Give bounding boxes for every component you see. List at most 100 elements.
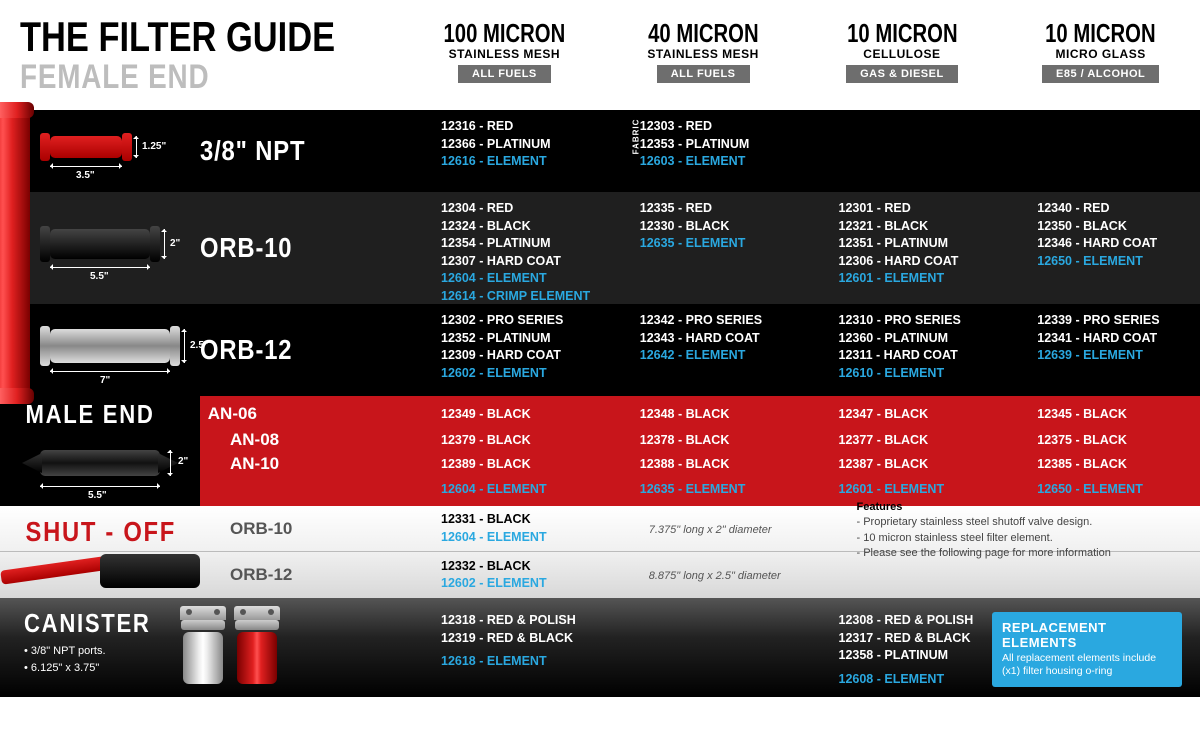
element-number: 12608 - ELEMENT [839,671,1002,689]
part-number: 12350 - BLACK [1037,218,1200,236]
filter-icon: 5.5" 2" [50,229,200,259]
part-number: 12345 - BLACK [1001,407,1200,421]
element-number: 12642 - ELEMENT [640,347,803,365]
filter-icon: 3.5" 1.25" [50,136,200,158]
page-title: THE FILTER GUIDE [20,18,336,56]
shutoff-row-label: ORB-10 [0,519,405,539]
data-cell: 12302 - PRO SERIES12352 - PLATINUM12309 … [405,304,604,396]
part-number: 12342 - PRO SERIES [640,312,803,330]
canister-images [180,606,280,684]
part-number: 12308 - RED & POLISH [839,612,1002,630]
feature-line: - Please see the following page for more… [857,546,1200,561]
micron-label: 10 MICRON [824,22,979,45]
fuel-badge: GAS & DIESEL [846,65,958,83]
part-number: 12343 - HARD COAT [640,330,803,348]
female-row: 5.5" 2" ORB-10 12304 - RED12324 - BLACK1… [0,192,1200,304]
fuel-badge: ALL FUELS [458,65,551,83]
size-label: ORB-10 [200,232,374,264]
replacement-elements-box: REPLACEMENT ELEMENTS All replacement ele… [992,612,1182,687]
data-cell [803,110,1002,192]
element-number: 12635 - ELEMENT [604,482,803,496]
element-number: 12614 - CRIMP ELEMENT [441,288,604,306]
part-number: 12349 - BLACK [405,407,604,421]
part-number: 12339 - PRO SERIES [1037,312,1200,330]
replacement-body: All replacement elements include (x1) fi… [1002,652,1172,679]
part-number: 12335 - RED [640,200,803,218]
mesh-label: MICRO GLASS [1001,47,1200,61]
female-row: 7" 2.5" ORB-12 12302 - PRO SERIES12352 -… [0,304,1200,396]
part-number: 12352 - PLATINUM [441,330,604,348]
column-headers: 100 MICRON STAINLESS MESH ALL FUELS40 MI… [405,0,1200,110]
micron-label: 10 MICRON [1023,22,1178,45]
hero-filter-image [0,110,30,396]
canister-section: CANISTER • 3/8" NPT ports. • 6.125" x 3.… [0,598,1200,697]
fuel-badge: E85 / ALCOHOL [1042,65,1159,83]
part-number: 12316 - RED [441,118,604,136]
part-number: 12331 - BLACK [441,511,613,529]
header: THE FILTER GUIDE FEMALE END 100 MICRON S… [0,0,1200,110]
part-number: 12360 - PLATINUM [839,330,1002,348]
part-number: 12301 - RED [839,200,1002,218]
shutoff-valve-image [0,546,200,596]
female-row: 3.5" 1.25" 3/8" NPT 12316 - RED12366 - P… [0,110,1200,192]
male-end-section: MALE END AN-06 12349 - BLACK12348 - BLAC… [0,396,1200,506]
element-number: 12604 - ELEMENT [405,482,604,496]
part-number: 12351 - PLATINUM [839,235,1002,253]
data-cell: 12308 - RED & POLISH12317 - RED & BLACK 1… [803,598,1002,697]
data-cell: 12339 - PRO SERIES12341 - HARD COAT12639… [1001,304,1200,396]
part-number: 12340 - RED [1037,200,1200,218]
element-number: 12650 - ELEMENT [1037,253,1200,271]
fuel-badge: ALL FUELS [657,65,750,83]
features-heading: Features [857,500,1200,515]
male-filter-image: 5.5" 2" [40,450,160,476]
part-number: 12319 - RED & BLACK [441,630,604,648]
part-number: 12302 - PRO SERIES [441,312,604,330]
part-number: 12347 - BLACK [803,407,1002,421]
element-number: 12635 - ELEMENT [640,235,803,253]
column-header: 40 MICRON STAINLESS MESH ALL FUELS [604,0,803,110]
data-cell: FABRIC12303 - RED12353 - PLATINUM12603 -… [604,110,803,192]
data-cell: 12342 - PRO SERIES12343 - HARD COAT12642… [604,304,803,396]
part-number: 12366 - PLATINUM [441,136,604,154]
part-number: 12377 - BLACK [803,433,1002,447]
part-number: 12321 - BLACK [839,218,1002,236]
part-number: 12317 - RED & BLACK [839,630,1002,648]
data-cell [1001,110,1200,192]
data-cell: 12335 - RED12330 - BLACK12635 - ELEMENT [604,192,803,304]
part-number: 12387 - BLACK [803,457,1002,471]
data-cell: 12340 - RED12350 - BLACK12346 - HARD COA… [1001,192,1200,304]
filter-icon: 7" 2.5" [50,329,200,363]
replacement-title: REPLACEMENT ELEMENTS [1002,620,1172,650]
data-cell [604,598,803,697]
part-number: 12346 - HARD COAT [1037,235,1200,253]
part-number: 12379 - BLACK [405,433,604,447]
part-number: 12311 - HARD COAT [839,347,1002,365]
part-number: 12388 - BLACK [604,457,803,471]
element-number: 12604 - ELEMENT [441,270,604,288]
element-number: 12610 - ELEMENT [839,365,1002,383]
element-number: 12603 - ELEMENT [640,153,803,171]
data-cell: 12310 - PRO SERIES12360 - PLATINUM12311 … [803,304,1002,396]
size-label: 3/8" NPT [200,135,374,167]
part-number: 12341 - HARD COAT [1037,330,1200,348]
element-number: 12601 - ELEMENT [839,270,1002,288]
column-header: 10 MICRON MICRO GLASS E85 / ALCOHOL [1001,0,1200,110]
dimensions-text: 7.375" long x 2" diameter [649,524,772,536]
part-number: 12318 - RED & POLISH [441,612,604,630]
element-number: 12601 - ELEMENT [803,482,1002,496]
micron-label: 40 MICRON [626,22,781,45]
part-number: 12348 - BLACK [604,407,803,421]
part-number: 12303 - RED [640,118,803,136]
data-cell: 12301 - RED12321 - BLACK12351 - PLATINUM… [803,192,1002,304]
header-title-block: THE FILTER GUIDE FEMALE END [0,0,405,110]
part-number: 12309 - HARD COAT [441,347,604,365]
column-header: 100 MICRON STAINLESS MESH ALL FUELS [405,0,604,110]
part-number: 12330 - BLACK [640,218,803,236]
element-number: 12602 - ELEMENT [441,575,613,593]
part-number: 12332 - BLACK [441,558,613,576]
part-number: 12353 - PLATINUM [640,136,803,154]
column-header: 10 MICRON CELLULOSE GAS & DIESEL [803,0,1002,110]
male-an-label: AN-08 [0,430,279,450]
element-number: 12602 - ELEMENT [441,365,604,383]
element-number: 12616 - ELEMENT [441,153,604,171]
